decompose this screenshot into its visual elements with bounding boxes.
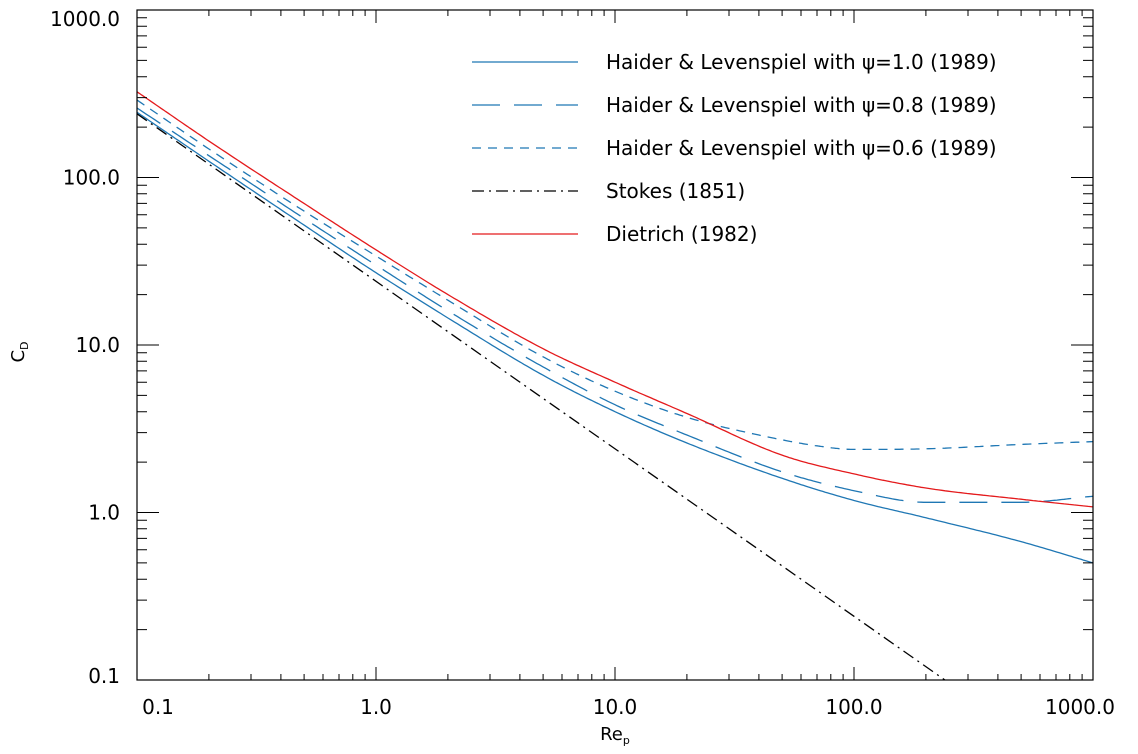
series-line-haider-levenspiel-with-psi-1-0-1989 [137,111,1093,564]
x-tick-label: 0.1 [142,695,174,719]
y-tick-label: 1.0 [88,501,120,525]
y-tick-label: 0.1 [88,664,120,688]
series-line-haider-levenspiel-with-psi-0-8-1989 [137,107,1093,503]
legend: Haider & Levenspiel with ψ=1.0 (1989) Hai… [472,50,997,246]
x-tick-label: 1000.0 [1045,695,1115,719]
x-tick-label: 10.0 [593,695,638,719]
legend-label-dietrich-1982: Dietrich (1982) [606,222,757,246]
series-line-dietrich-1982 [137,91,1093,508]
y-tick-label: 1000.0 [50,7,120,31]
x-axis-label-subscript: p [623,734,630,747]
y-tick-label: 10.0 [75,333,120,357]
y-tick-label: 100.0 [63,166,120,190]
y-axis-label: CD [8,341,31,362]
tick-labels: 0.1 1.0 10.0 100.0 1000.0 0.1 1.0 10.0 100.0 1000… [50,7,1115,719]
axis-ticks [136,9,1094,681]
series-line-stokes-1851 [137,113,946,680]
plot-lines [137,91,1093,680]
x-axis-label: Rep [600,724,630,747]
y-axis-label-subscript: D [18,341,31,349]
legend-label-haider-levenspiel-with-psi-0-8-1989: Haider & Levenspiel with ψ=0.8 (1989) [606,93,997,117]
legend-label-haider-levenspiel-with-psi-0-6-1989: Haider & Levenspiel with ψ=0.6 (1989) [606,136,997,160]
legend-label-stokes-1851: Stokes (1851) [606,179,745,203]
legend-label-haider-levenspiel-with-psi-1-0-1989: Haider & Levenspiel with ψ=1.0 (1989) [606,50,997,74]
series-line-haider-levenspiel-with-psi-0-6-1989 [137,99,1093,451]
x-tick-label: 1.0 [360,695,392,719]
x-tick-label: 100.0 [825,695,882,719]
